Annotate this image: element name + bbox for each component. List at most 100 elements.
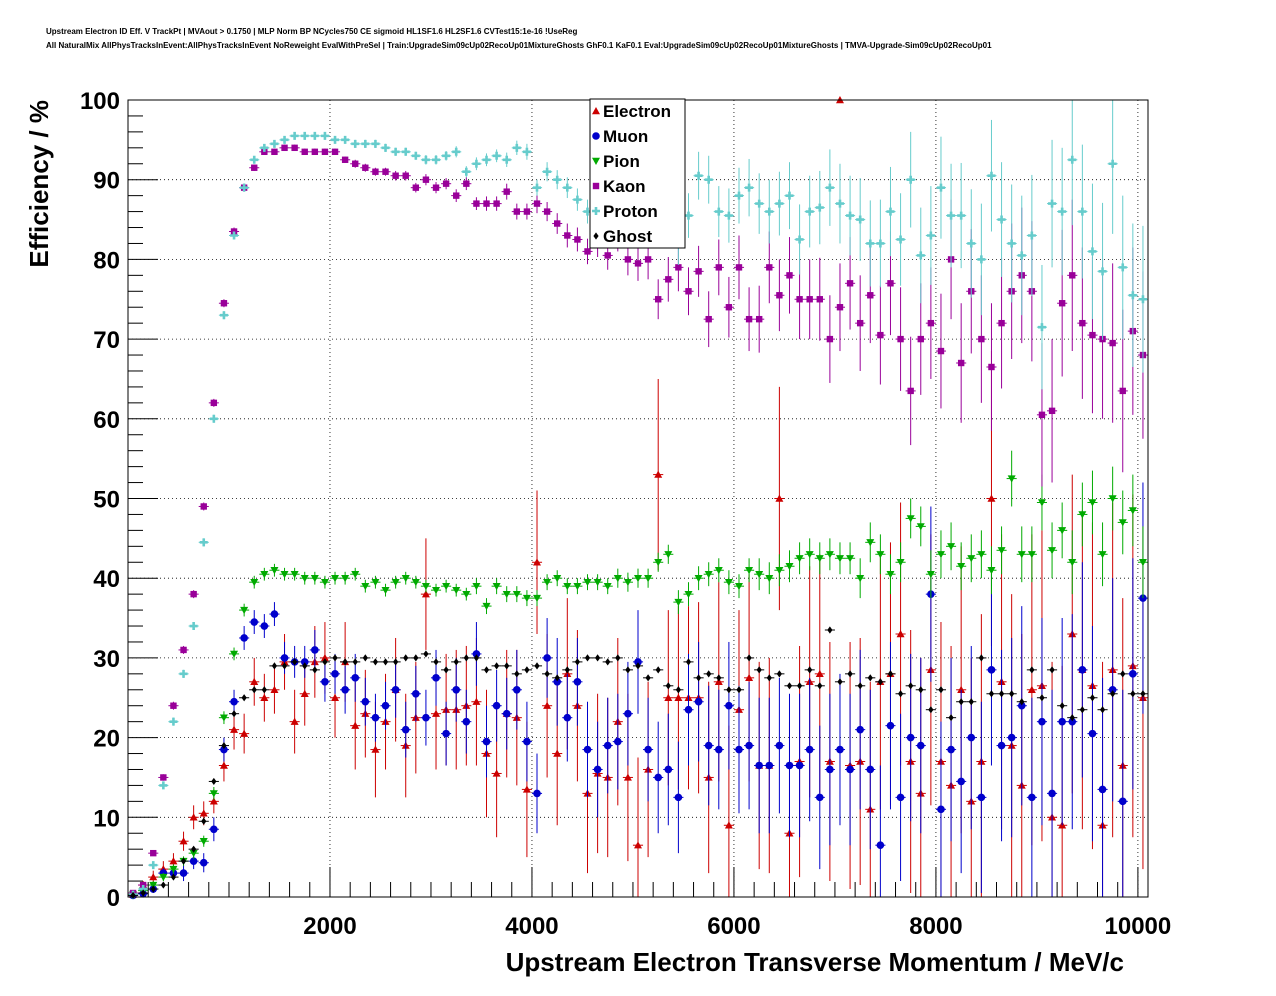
- data-point: [230, 231, 239, 240]
- data-point: [595, 654, 601, 662]
- data-point: [684, 590, 693, 599]
- data-point: [624, 256, 632, 263]
- data-point: [957, 359, 965, 367]
- data-point: [947, 745, 955, 754]
- data-point: [735, 264, 743, 271]
- data-point: [887, 280, 894, 287]
- data-point: [836, 304, 844, 311]
- data-point: [553, 678, 562, 686]
- data-point: [724, 211, 733, 220]
- data-point: [351, 721, 360, 729]
- data-point: [937, 805, 945, 814]
- data-point: [280, 571, 289, 579]
- data-point: [382, 168, 389, 175]
- data-point: [200, 503, 207, 510]
- data-point: [836, 745, 844, 754]
- data-point: [524, 666, 530, 674]
- data-point: [706, 670, 712, 678]
- data-point: [826, 335, 834, 343]
- grid: [128, 100, 1148, 897]
- data-point: [1108, 685, 1117, 694]
- data-point: [1048, 199, 1057, 208]
- data-point: [1108, 495, 1117, 503]
- data-point: [1017, 251, 1026, 260]
- series-pion: [128, 450, 1148, 899]
- data-point: [1088, 499, 1097, 507]
- data-point: [614, 737, 622, 746]
- data-point: [977, 793, 986, 802]
- data-point: [1069, 272, 1076, 279]
- data-point: [543, 167, 552, 176]
- data-point: [947, 543, 956, 551]
- data-point: [665, 276, 672, 283]
- data-point: [1048, 789, 1056, 798]
- data-point: [877, 331, 884, 339]
- data-point: [756, 666, 762, 674]
- legend: Electron Muon Pion Kaon Proton Ghost: [589, 98, 686, 249]
- data-point: [724, 578, 733, 587]
- data-point: [896, 629, 905, 638]
- data-point: [856, 215, 865, 224]
- legend-label: Proton: [603, 202, 658, 221]
- data-point: [260, 693, 269, 701]
- data-point: [189, 622, 198, 631]
- data-point: [1118, 263, 1127, 272]
- data-point: [553, 175, 562, 184]
- data-point: [169, 857, 178, 865]
- data-point: [1088, 729, 1097, 738]
- data-point: [492, 151, 501, 160]
- legend-label: Kaon: [603, 177, 646, 196]
- data-point: [270, 139, 279, 148]
- data-point: [916, 251, 925, 260]
- data-point: [1019, 698, 1025, 706]
- data-point: [351, 674, 360, 682]
- data-point: [957, 685, 966, 693]
- data-point: [1098, 267, 1107, 276]
- data-point: [927, 319, 935, 327]
- data-point: [230, 697, 238, 706]
- data-point: [1039, 694, 1045, 702]
- data-point: [908, 682, 914, 690]
- data-point: [170, 873, 177, 881]
- data-point: [684, 705, 693, 714]
- y-tick-label: 60: [93, 407, 120, 434]
- data-point: [664, 551, 673, 559]
- data-point: [1078, 511, 1087, 519]
- data-point: [856, 725, 864, 734]
- data-point: [219, 761, 228, 769]
- series-ghost: [128, 626, 1148, 900]
- data-point: [1130, 690, 1136, 698]
- x-axis-label: Upstream Electron Transverse Momentum / …: [506, 947, 1124, 977]
- data-point: [381, 701, 390, 710]
- data-point: [271, 662, 278, 670]
- data-point: [736, 686, 742, 694]
- data-point: [805, 745, 814, 754]
- data-point: [998, 319, 1005, 327]
- data-point: [918, 686, 924, 694]
- data-point: [1089, 331, 1096, 339]
- data-point: [917, 335, 924, 343]
- data-point: [654, 296, 662, 303]
- data-point: [988, 690, 995, 698]
- data-point: [815, 669, 824, 678]
- data-point: [957, 563, 966, 571]
- data-point: [583, 745, 592, 754]
- data-point: [857, 682, 863, 690]
- data-point: [453, 658, 459, 666]
- data-point: [886, 721, 895, 730]
- data-points: [128, 96, 1148, 900]
- data-point: [876, 841, 885, 849]
- data-point: [1109, 339, 1116, 347]
- data-point: [765, 207, 774, 216]
- data-point: [583, 578, 592, 587]
- data-point: [805, 207, 814, 216]
- data-point: [221, 741, 227, 750]
- data-point: [613, 575, 622, 583]
- data-point: [926, 571, 935, 579]
- data-point: [462, 167, 471, 176]
- data-point: [765, 575, 774, 583]
- data-point: [1110, 690, 1116, 698]
- data-point: [816, 296, 823, 303]
- data-point: [1007, 733, 1016, 742]
- data-point: [189, 849, 198, 858]
